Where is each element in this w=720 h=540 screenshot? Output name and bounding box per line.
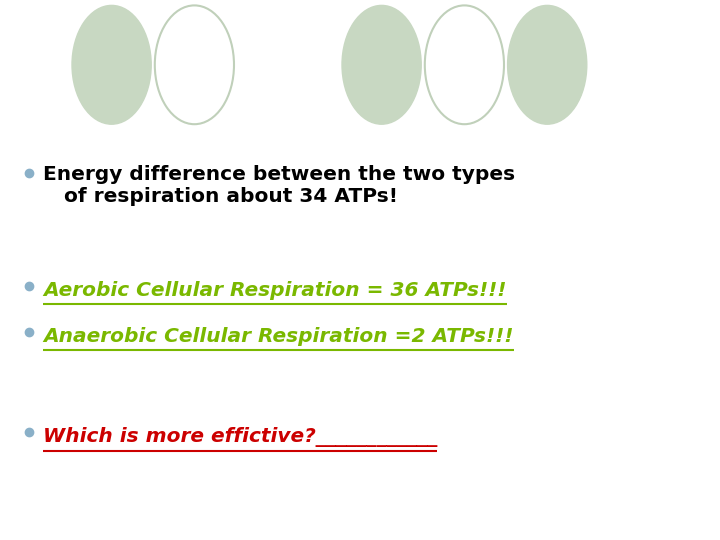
Text: Anaerobic Cellular Respiration =2 ATPs!!!: Anaerobic Cellular Respiration =2 ATPs!!…: [43, 327, 513, 346]
Text: Energy difference between the two types
   of respiration about 34 ATPs!: Energy difference between the two types …: [43, 165, 516, 206]
Ellipse shape: [425, 5, 504, 124]
Text: Which is more effictive?____________: Which is more effictive?____________: [43, 427, 438, 447]
Text: Aerobic Cellular Respiration = 36 ATPs!!!: Aerobic Cellular Respiration = 36 ATPs!!…: [43, 281, 507, 300]
Ellipse shape: [72, 5, 151, 124]
Ellipse shape: [155, 5, 234, 124]
Ellipse shape: [508, 5, 587, 124]
Ellipse shape: [342, 5, 421, 124]
